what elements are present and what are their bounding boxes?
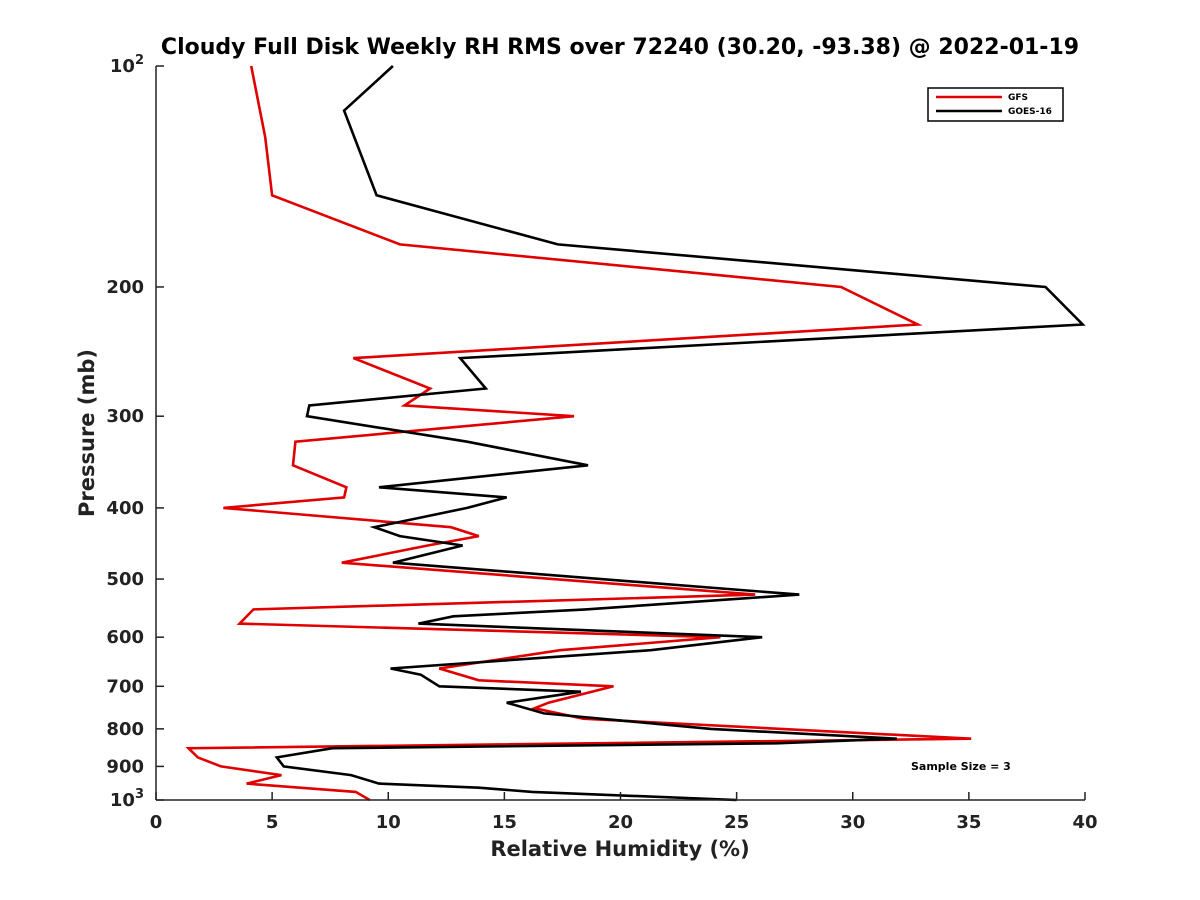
sample-size-annotation: Sample Size = 3 [911, 760, 1011, 773]
x-tick-label-5: 25 [724, 812, 749, 833]
legend-label-gfs: GFS [1008, 93, 1028, 103]
y-tick-label-2: 300 [106, 406, 144, 427]
x-ticks: 0 5 10 15 20 25 30 35 40 [150, 792, 1098, 833]
y-tick-label-0: 102 [110, 53, 144, 77]
x-tick-label-4: 20 [608, 812, 633, 833]
legend-box [927, 87, 1064, 122]
x-tick-label-3: 15 [492, 812, 517, 833]
y-ticks: 102 200 300 400 500 600 700 800 900 103 [106, 53, 164, 811]
y-tick-label-7: 800 [106, 719, 144, 740]
y-tick-label-3: 400 [106, 498, 144, 519]
legend-label-goes16: GOES-16 [1008, 107, 1052, 117]
x-tick-label-2: 10 [376, 812, 401, 833]
y-tick-label-9: 103 [110, 787, 144, 811]
x-tick-label-7: 35 [956, 812, 981, 833]
y-tick-label-6: 700 [106, 676, 144, 697]
x-tick-label-8: 40 [1072, 812, 1097, 833]
series-line-gfs [185, 65, 972, 802]
x-tick-label-6: 30 [840, 812, 865, 833]
legend: GFS GOES-16 [927, 87, 1064, 122]
y-tick-label-8: 900 [106, 756, 144, 777]
x-tick-label-0: 0 [150, 812, 163, 833]
y-tick-label-4: 500 [106, 569, 144, 590]
y-tick-label-5: 600 [106, 627, 144, 648]
series-layer [185, 65, 1086, 802]
y-tick-label-1: 200 [106, 277, 144, 298]
y-axis-label: Pressure (mb) [75, 349, 99, 517]
x-axis-label: Relative Humidity (%) [490, 837, 749, 861]
x-tick-label-1: 5 [266, 812, 279, 833]
series-line-goes16 [274, 65, 1086, 802]
chart-title: Cloudy Full Disk Weekly RH RMS over 7224… [161, 35, 1079, 60]
